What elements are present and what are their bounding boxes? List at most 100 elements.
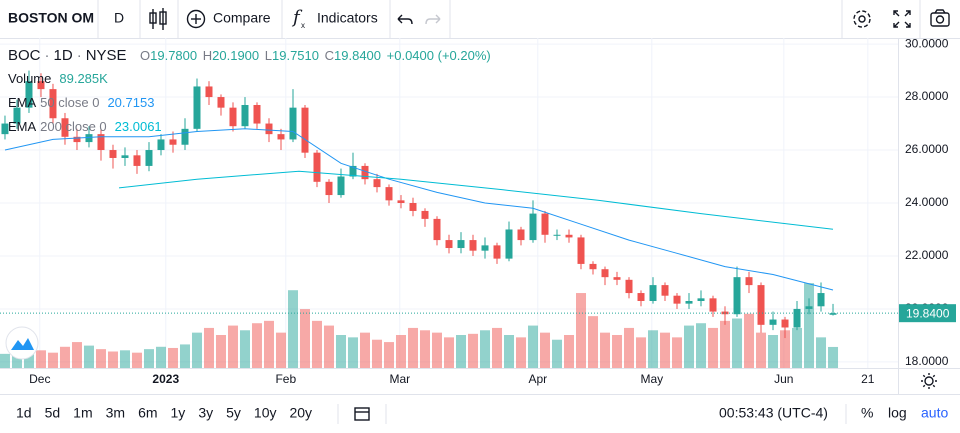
volume-bar (468, 333, 479, 368)
x-tick-label: Apr (528, 372, 547, 386)
legend-change: +0.0400 (387, 48, 434, 63)
volume-bar (215, 335, 226, 368)
candle-body (661, 285, 669, 296)
legend-volume: 89.285K (59, 71, 108, 86)
time-axis-settings[interactable] (921, 373, 937, 389)
volume-bar (672, 337, 683, 368)
settings-button[interactable] (853, 10, 871, 28)
volume-bar (239, 330, 250, 368)
volume-bar (347, 337, 358, 368)
volume-bar (756, 332, 767, 368)
undo-button[interactable] (397, 14, 413, 25)
volume-bar (143, 349, 154, 368)
candle-body (85, 134, 93, 143)
legend-l-label: L (265, 48, 272, 63)
candle-body (169, 139, 177, 145)
legend-o: 19.7800 (150, 48, 197, 63)
volume-bar (744, 313, 755, 368)
bottom-bar: 00:53:43 (UTC-4) 1d 5d 1m 3m 6m 1y 3y 5y 10y 20y%… (16, 404, 948, 424)
redo-button[interactable] (425, 14, 441, 25)
legend-c-label: C (325, 48, 334, 63)
legend: BOC · 1D · NYSE O19.7800 H20.1900 L19.7510 C… (8, 47, 491, 134)
volume-bar (804, 283, 815, 368)
candle-body (277, 134, 285, 140)
symbol-search[interactable]: BOSTON OM (8, 10, 94, 26)
candle-body (313, 152, 321, 182)
volume-bar (600, 332, 611, 368)
range-button[interactable]: 5y (226, 405, 241, 421)
candle-body (445, 240, 453, 249)
candle-body (757, 285, 765, 325)
candle-body (793, 308, 801, 328)
volume-bar (708, 327, 719, 368)
candle-body (109, 150, 117, 158)
date-range-icon[interactable] (354, 407, 370, 421)
volume-bar (191, 332, 202, 368)
candle-body (181, 128, 189, 145)
candle-body (709, 298, 717, 312)
volume-bar (119, 350, 130, 368)
candle-body (193, 86, 201, 129)
range-button[interactable]: 20y (289, 405, 312, 421)
indicators-button[interactable]: Indicators (317, 10, 378, 26)
candle-body (229, 107, 237, 127)
volume-bar (768, 335, 779, 368)
volume-bar (287, 290, 298, 368)
candle-body (829, 313, 837, 315)
fullscreen-button[interactable] (893, 10, 911, 28)
svg-text:x: x (301, 21, 305, 30)
candle-body (133, 155, 141, 166)
y-tick-label: 28.0000 (905, 89, 949, 103)
candle-body (241, 105, 249, 127)
candle-body (325, 181, 333, 196)
legend-change-pct: (+0.20%) (438, 48, 491, 63)
candle-body (37, 81, 45, 90)
volume-bar (407, 327, 418, 368)
range-button[interactable]: 6m (138, 405, 157, 421)
volume-bar (23, 347, 34, 368)
volume-bar (323, 325, 334, 368)
logo[interactable] (5, 326, 39, 360)
scale-option[interactable]: auto (921, 405, 948, 421)
scale-option[interactable]: log (888, 405, 907, 421)
scale-option[interactable]: % (861, 405, 873, 421)
legend-interval: 1D (54, 47, 73, 64)
candle-body (373, 179, 381, 188)
legend-h: 20.1900 (212, 48, 259, 63)
compare-button[interactable]: Compare (213, 10, 271, 26)
volume-bar (828, 346, 839, 368)
volume-bar (335, 335, 346, 368)
volume-bar (816, 337, 827, 368)
interval-button[interactable]: D (114, 10, 124, 26)
candle-body (673, 295, 681, 304)
volume-bar (395, 335, 406, 368)
range-button[interactable]: 1y (171, 405, 186, 421)
candle-body (433, 218, 441, 241)
chart-type-icon[interactable] (149, 8, 167, 30)
snapshot-button[interactable] (930, 9, 950, 27)
candle-body (49, 89, 57, 119)
range-button[interactable]: 1m (73, 405, 92, 421)
volume-bar (11, 351, 22, 368)
x-tick-label: 21 (861, 372, 875, 386)
range-button[interactable]: 5d (45, 405, 61, 421)
range-button[interactable]: 3y (198, 405, 213, 421)
volume-bar (684, 325, 695, 368)
compare-icon[interactable] (186, 9, 206, 29)
candle-body (61, 118, 69, 137)
volume-bar (359, 332, 370, 368)
y-tick-label: 22.0000 (905, 248, 949, 262)
candle-body (361, 165, 369, 180)
range-button[interactable]: 1d (16, 405, 32, 421)
candle-body (157, 139, 165, 151)
range-button[interactable]: 10y (254, 405, 277, 421)
volume-bar (251, 323, 262, 368)
volume-bar (203, 327, 214, 368)
legend-ema200-value: 23.0061 (115, 119, 162, 134)
legend-symbol: BOC (8, 47, 41, 64)
plot-area (0, 38, 898, 368)
range-button[interactable]: 3m (106, 405, 125, 421)
